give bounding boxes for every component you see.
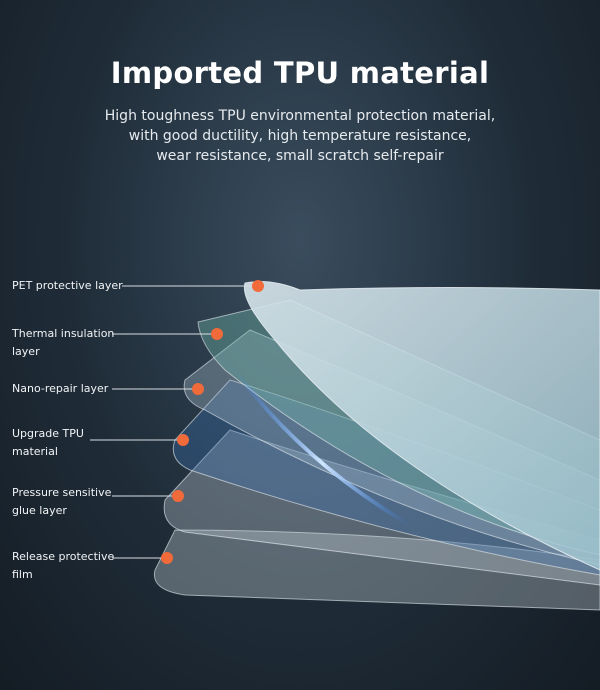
subtitle-line: High toughness TPU environmental protect… bbox=[104, 108, 496, 124]
layer-label: Thermal insulation layer bbox=[12, 327, 115, 358]
subtitle-line: with good ductility, high temperature re… bbox=[128, 128, 472, 144]
marker-dot bbox=[192, 383, 204, 395]
marker-dot bbox=[252, 280, 264, 292]
title: Imported TPU material bbox=[110, 56, 490, 90]
marker-dot bbox=[161, 552, 173, 564]
marker-dot bbox=[177, 434, 189, 446]
subtitle-line: wear resistance, small scratch self-repa… bbox=[156, 148, 444, 164]
layer-label: Release protective film bbox=[12, 550, 115, 581]
layer-label: Upgrade TPU material bbox=[12, 427, 84, 458]
layer-label: PET protective layer bbox=[12, 279, 123, 292]
layer-label: Nano-repair layer bbox=[12, 382, 109, 395]
subtitle: High toughness TPU environmental protect… bbox=[0, 106, 600, 166]
marker-dot bbox=[211, 328, 223, 340]
marker-dot bbox=[172, 490, 184, 502]
layer-label: Pressure sensitive glue layer bbox=[12, 486, 112, 517]
